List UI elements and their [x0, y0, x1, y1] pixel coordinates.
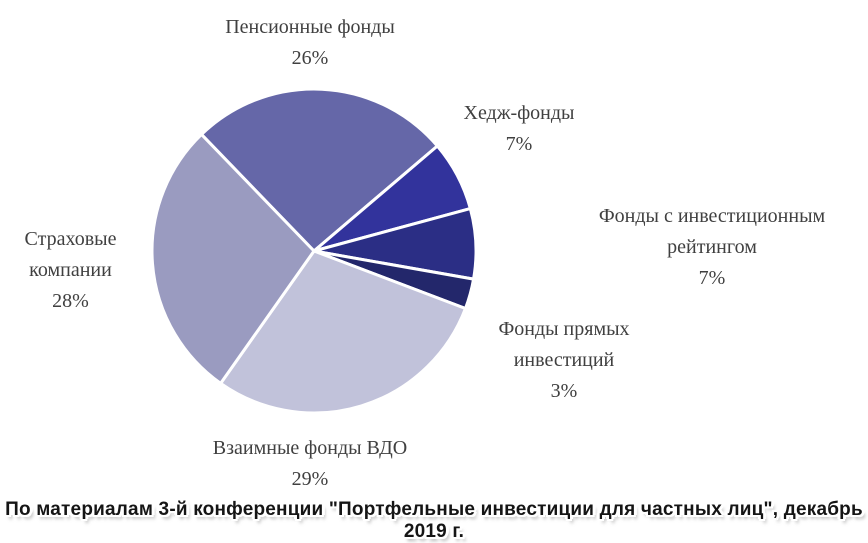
pie-slice-0 [199, 87, 439, 253]
slice-percent: 7% [698, 267, 726, 289]
slice-label-mutual-funds: Взаимные фонды ВДО 29% [140, 433, 480, 495]
slice-name: Фонды с инвестиционным рейтингом [598, 205, 826, 258]
slice-percent: 28% [52, 290, 89, 312]
pie-slice-4 [219, 249, 467, 415]
source-caption: По материалам 3-й конференции "Портфельн… [5, 499, 863, 542]
slice-name: Страховые компании [24, 228, 117, 281]
slice-label-private-equity-funds: Фонды прямых инвестиций 3% [469, 314, 659, 407]
slice-name: Хедж-фонды [463, 102, 575, 124]
slice-name: Пенсионные фонды [225, 16, 395, 38]
slice-name: Фонды прямых инвестиций [498, 318, 630, 371]
slice-label-investment-grade-funds: Фонды с инвестиционным рейтингом 7% [557, 201, 867, 294]
slice-label-hedge-funds: Хедж-фонды 7% [434, 98, 604, 160]
slice-percent: 29% [291, 468, 329, 490]
slice-percent: 3% [550, 380, 578, 402]
pie-slice-5 [150, 132, 316, 385]
slice-label-pension-funds: Пенсионные фонды 26% [140, 12, 480, 74]
slice-percent: 26% [291, 47, 329, 69]
slice-name: Взаимные фонды ВДО [212, 437, 408, 459]
slice-percent: 7% [505, 133, 533, 155]
slice-label-insurance-companies: Страховые компании 28% [3, 224, 138, 317]
